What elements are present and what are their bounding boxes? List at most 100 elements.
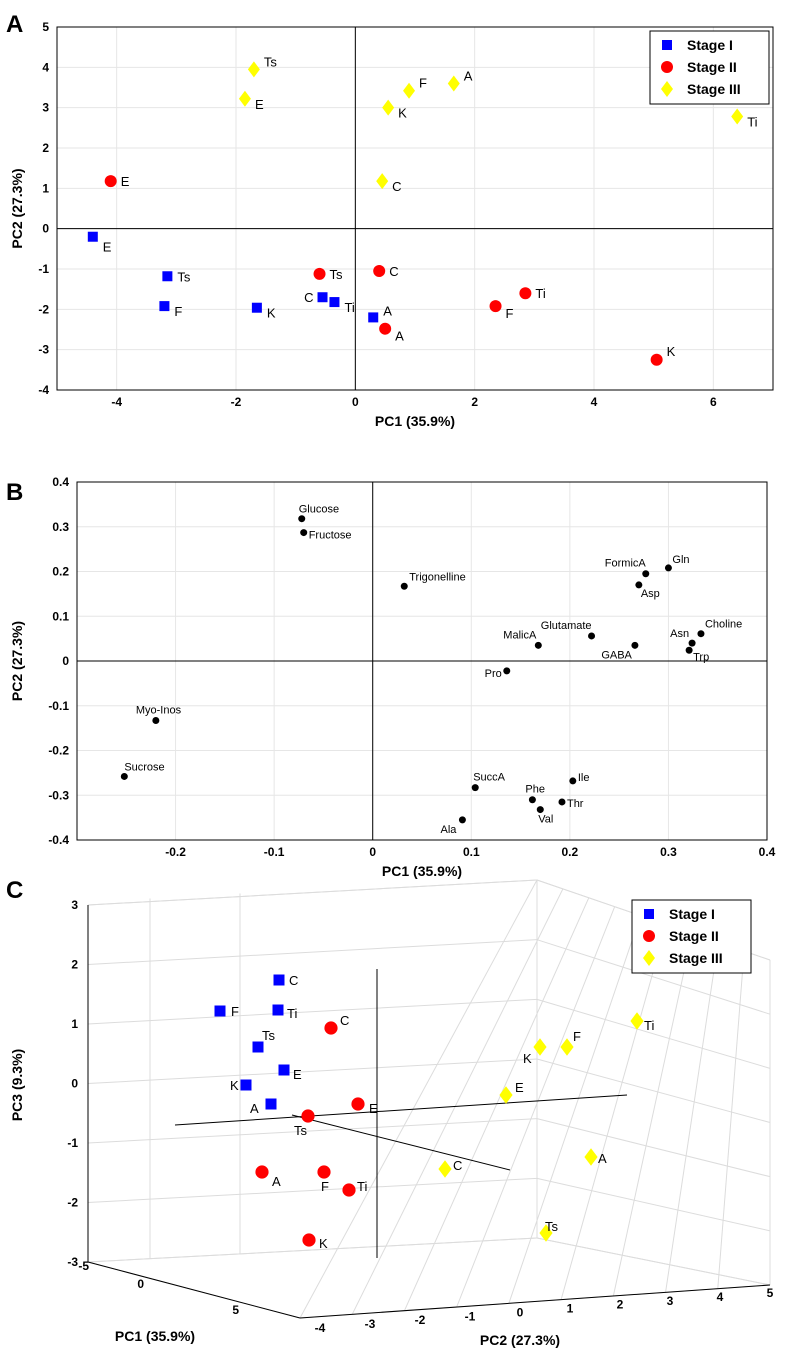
- panel-a: A -4 -2 0 2 4 6 5 4 3 2 1 0 -1 -2 -3 -4 PC1 (35.9%) PC2 (2…: [6, 11, 774, 429]
- grid-line-z: [87, 998, 538, 1025]
- y-tick-label: 4: [717, 1290, 724, 1304]
- data-point-3d: [301, 1109, 315, 1123]
- data-point-label: K: [667, 344, 676, 359]
- legend-marker: [662, 40, 672, 50]
- legend-label: Stage I: [669, 906, 715, 922]
- data-point-3d: [255, 1165, 269, 1179]
- legend-label: Stage II: [687, 59, 737, 75]
- data-point-3d: [351, 1097, 365, 1111]
- data-point-3d: [539, 1224, 553, 1242]
- origin-line-pc1: [291, 1114, 511, 1171]
- legend-a: Stage I Stage II Stage III: [649, 30, 770, 105]
- grid-line-y: [665, 942, 719, 1293]
- y-tick-label: 0.2: [52, 565, 69, 579]
- data-point: [368, 312, 379, 323]
- metabolite-label: SuccA: [473, 772, 505, 784]
- origin-line-pc2: [174, 1094, 628, 1126]
- data-point-label: Ti: [644, 1018, 654, 1033]
- metabolite-label: FormicA: [605, 558, 647, 570]
- metabolite-label: Trp: [693, 651, 709, 663]
- data-point-label: K: [230, 1078, 239, 1093]
- data-point-label: A: [383, 303, 392, 318]
- x-axis-label: PC1 (35.9%): [115, 1328, 195, 1344]
- data-point: [731, 108, 744, 125]
- z-tick-label: -2: [67, 1196, 78, 1210]
- y-tick-label: -2: [415, 1313, 426, 1327]
- z-axis-label: PC3 (9.3%): [9, 1049, 25, 1121]
- legend-label: Stage III: [669, 950, 723, 966]
- data-point: [159, 301, 170, 312]
- x-tick-label: 0.2: [562, 845, 579, 859]
- data-point-label: E: [293, 1067, 302, 1082]
- y-axis-label: PC2 (27.3%): [480, 1332, 560, 1348]
- metabolite-label: Val: [538, 814, 553, 826]
- panel-letter-c: C: [6, 877, 23, 904]
- x-tick-label: -0.1: [264, 845, 285, 859]
- data-point-label: Ti: [287, 1006, 297, 1021]
- y-tick-label: 5: [767, 1286, 774, 1300]
- y-tick-label: -0.1: [48, 699, 69, 713]
- metabolite-point: [534, 641, 542, 649]
- metabolite-label: Asn: [670, 628, 689, 640]
- legend-marker: [661, 81, 673, 97]
- plot-frame-a: [56, 26, 774, 391]
- grid-line-y: [456, 906, 616, 1308]
- grid-line-z: [536, 998, 771, 1069]
- data-point-3d: [278, 1064, 290, 1076]
- y-tick-label: -0.2: [48, 744, 69, 758]
- x-axis-label: PC1 (35.9%): [382, 863, 462, 879]
- x-tick-label: 0.1: [463, 845, 480, 859]
- y-tick-label: 3: [667, 1294, 674, 1308]
- data-point-label: C: [304, 290, 313, 305]
- grid-line-z: [87, 939, 538, 965]
- data-point: [379, 322, 392, 335]
- data-point-3d: [272, 1004, 284, 1016]
- metabolite-label: Asp: [641, 588, 660, 600]
- data-point: [329, 297, 340, 308]
- data-point-label: Ts: [177, 269, 191, 284]
- data-point-label: A: [598, 1151, 607, 1166]
- data-point-label: E: [515, 1080, 524, 1095]
- data-point-label: F: [321, 1179, 329, 1194]
- grid-line-y: [403, 897, 590, 1311]
- data-point: [104, 175, 117, 188]
- data-point-label: Ti: [357, 1179, 367, 1194]
- y-tick-label: -1: [38, 262, 49, 276]
- data-point: [317, 292, 328, 303]
- metabolite-point: [558, 798, 566, 806]
- data-point-label: Ts: [264, 54, 278, 69]
- grid-line-z: [87, 1058, 538, 1084]
- y-tick-label: 0: [42, 222, 49, 236]
- data-point-label: A: [464, 68, 473, 83]
- x-tick-label: -0.2: [165, 845, 186, 859]
- z-tick-label: 3: [71, 898, 78, 912]
- metabolite-label: Pro: [485, 668, 502, 680]
- data-point: [489, 300, 502, 313]
- grid-line-y: [351, 888, 564, 1315]
- x-tick-label: 6: [710, 395, 717, 409]
- data-point-label: A: [395, 329, 404, 344]
- data-point: [162, 271, 173, 282]
- data-point-label: Ts: [330, 267, 344, 282]
- y-tick-label: 0.1: [52, 609, 69, 623]
- y-axis-label: PC2 (27.3%): [9, 621, 25, 701]
- data-point-label: F: [231, 1004, 239, 1019]
- panel-letter-a: A: [6, 11, 23, 38]
- data-point-3d: [265, 1098, 277, 1110]
- data-point-label: F: [506, 306, 514, 321]
- data-point-label: Ti: [535, 286, 545, 301]
- data-point-label: Ts: [294, 1123, 308, 1138]
- data-point-label: Ts: [545, 1219, 559, 1234]
- y-tick-label: 0: [517, 1305, 524, 1319]
- metabolite-label: Glutamate: [541, 620, 592, 632]
- metabolite-point: [664, 564, 672, 572]
- metabolite-point: [536, 806, 544, 814]
- y-tick-label: 4: [42, 60, 49, 74]
- metabolite-point: [503, 667, 511, 675]
- legend-label: Stage I: [687, 37, 733, 53]
- data-point-3d: [499, 1086, 513, 1104]
- metabolite-label: Phe: [525, 784, 545, 796]
- metabolite-point: [300, 529, 308, 537]
- z-tick-label: 1: [71, 1017, 78, 1031]
- metabolite-point: [631, 641, 639, 649]
